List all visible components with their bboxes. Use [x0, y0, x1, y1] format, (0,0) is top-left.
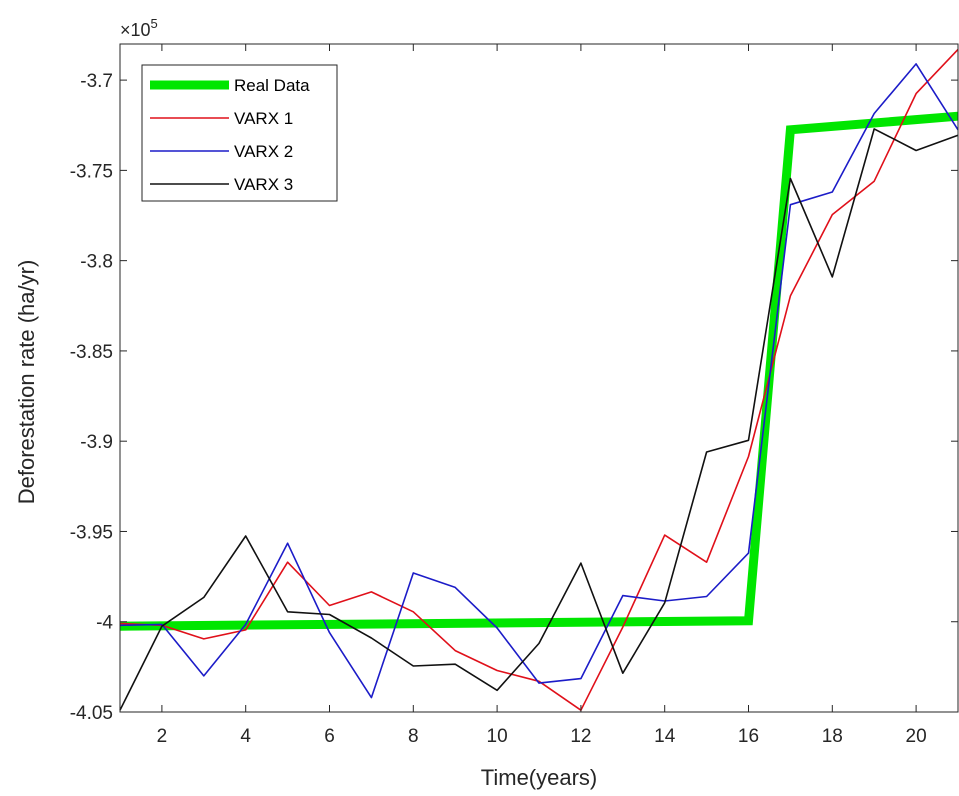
y-tick-label: -3.9	[80, 432, 113, 453]
legend-label-4: VARX 3	[234, 175, 293, 194]
series-line-2	[119, 48, 959, 712]
x-tick-label: 12	[570, 726, 591, 747]
x-tick-label: 16	[738, 726, 759, 747]
y-exponent-power: 5	[151, 16, 158, 31]
x-axis-label: Time(years)	[481, 765, 598, 790]
legend-label-2: VARX 1	[234, 109, 293, 128]
axes: 2 4 6 8 10 12 14 16 18 20 -4.05 -4 -3.95 -3.9 -3.85 -3.…	[70, 43, 959, 747]
y-tick-label: -3.95	[70, 522, 113, 543]
x-tick-label: 4	[240, 726, 251, 747]
x-tick-label: 6	[324, 726, 335, 747]
x-tick-label: 14	[654, 726, 676, 747]
y-tick-label: -3.7	[80, 71, 113, 92]
x-tick-label: 2	[157, 726, 168, 747]
y-exponent-label: ×105	[120, 16, 158, 40]
x-tick-label: 18	[822, 726, 843, 747]
legend-label-1: Real Data	[234, 76, 310, 95]
y-tick-label: -3.8	[80, 252, 113, 273]
x-tick-label: 20	[906, 726, 927, 747]
series-line-4	[119, 128, 959, 711]
legend-label-3: VARX 2	[234, 142, 293, 161]
y-tick-label: -4	[96, 613, 113, 634]
legend: Real Data VARX 1 VARX 2 VARX 3	[141, 64, 338, 202]
series-line-3	[119, 63, 959, 699]
y-tick-label: -4.05	[70, 703, 113, 724]
y-axis-label: Deforestation rate (ha/yr)	[14, 260, 39, 505]
y-tick-label: -3.75	[70, 161, 113, 182]
y-tick-label: -3.85	[70, 342, 113, 363]
x-tick-label: 8	[408, 726, 419, 747]
x-tick-label: 10	[487, 726, 508, 747]
axes-box	[119, 43, 959, 713]
y-exponent-base: ×10	[120, 20, 151, 40]
